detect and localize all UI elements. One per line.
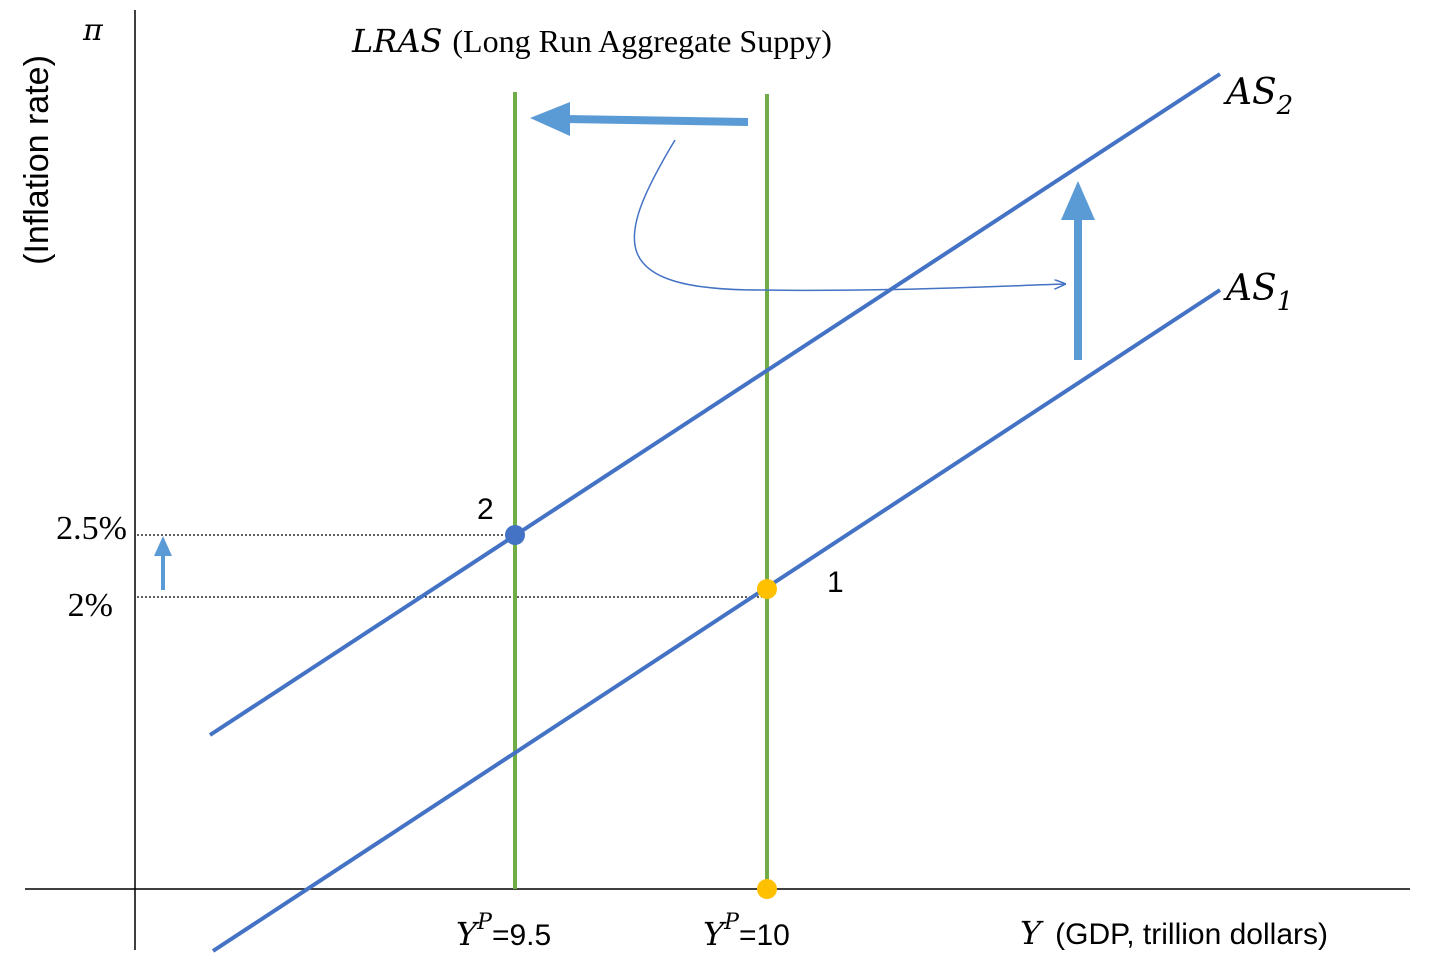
y-tick-2-5: 2.5%	[56, 510, 127, 547]
as2-label: AS2	[1223, 72, 1293, 121]
x-tick-yp-10: YP=10	[703, 910, 790, 953]
point-2-marker	[505, 525, 525, 545]
lras-label: (Long Run Aggregate Suppy)	[452, 23, 832, 59]
as1-curve	[211, 288, 1222, 953]
x-axis-symbol: Y	[1020, 914, 1044, 952]
as-shift-arrow	[1061, 181, 1095, 360]
as2-curve	[208, 72, 1222, 737]
y-tick-2: 2%	[68, 587, 113, 624]
point-yp10-marker	[757, 879, 777, 899]
point-1-label: 1	[827, 566, 844, 599]
lras-title: LRAS (Long Run Aggregate Suppy)	[351, 22, 832, 60]
as1-label: AS1	[1223, 268, 1293, 317]
x-axis-label: Y (GDP, trillion dollars)	[1020, 914, 1328, 952]
y-axis-symbol: π	[82, 13, 104, 48]
curved-connector-arrow	[633, 139, 1065, 292]
lras-symbol: LRAS	[351, 22, 442, 60]
x-tick-yp-9-5: YP=9.5	[456, 910, 551, 953]
y-axis-label: (Inflation rate)	[18, 55, 56, 265]
lras-shift-arrow	[530, 102, 749, 136]
point-2-label: 2	[477, 493, 494, 526]
point-1-marker	[757, 579, 777, 599]
inflation-rise-arrow	[154, 536, 172, 590]
